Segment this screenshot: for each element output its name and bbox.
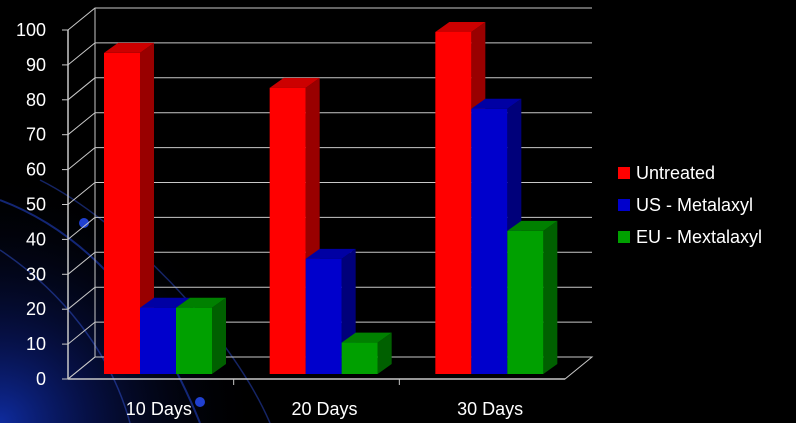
gridline [67, 7, 592, 31]
legend-label: US - Metalaxyl [636, 195, 753, 215]
x-tick-label: 30 Days [457, 399, 523, 419]
x-tick-label: 10 Days [126, 399, 192, 419]
y-tick-label: 20 [26, 299, 46, 319]
y-tick-label: 50 [26, 195, 46, 215]
legend-swatch [618, 231, 630, 243]
x-tick-label: 20 Days [291, 399, 357, 419]
bar-eu-mextalaxyl-10-days [176, 297, 226, 374]
bars [104, 21, 558, 375]
bar-untreated-10-days [104, 42, 154, 375]
legend-label: EU - Mextalaxyl [636, 227, 762, 247]
bar-us-metalaxyl-30-days [471, 98, 522, 374]
y-tick-label: 30 [26, 264, 46, 284]
axes [62, 8, 565, 385]
legend-label: Untreated [636, 163, 715, 183]
y-tick-labels: 0 10 20 30 40 50 60 70 80 90 100 [16, 20, 46, 389]
y-tick-label: 80 [26, 90, 46, 110]
legend-swatch [618, 199, 630, 211]
x-tick-labels: 10 Days 20 Days 30 Days [126, 399, 523, 419]
legend: Untreated US - Metalaxyl EU - Mextalaxyl [618, 163, 762, 247]
legend-swatch [618, 167, 630, 179]
y-tick-label: 10 [26, 334, 46, 354]
y-tick-label: 100 [16, 20, 46, 40]
y-tick-label: 60 [26, 160, 46, 180]
bar-eu-mextalaxyl-30-days [507, 220, 558, 374]
y-tick-label: 70 [26, 125, 46, 145]
bar-eu-mextalaxyl-20-days [341, 332, 392, 374]
y-tick-label: 90 [26, 55, 46, 75]
y-tick-label: 0 [36, 369, 46, 389]
bar-untreated-20-days [269, 77, 320, 374]
y-tick-label: 40 [26, 229, 46, 249]
